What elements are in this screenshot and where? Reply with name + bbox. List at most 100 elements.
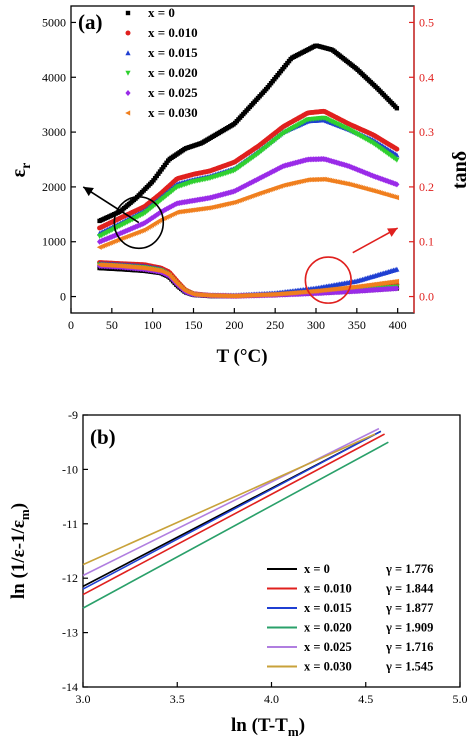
series-a-0 — [97, 43, 400, 299]
y-tick-label-left-a: 1000 — [42, 235, 66, 249]
legend-label-b: x = 0.015 — [304, 601, 352, 615]
y-axis-label-end-b: ) — [8, 503, 29, 509]
x-ticks-b: 3.0 3.5 4.0 4.5 5.0 — [76, 682, 468, 706]
x-ticks-a: 0 50 100 150 200 250 300 350 400 — [68, 308, 407, 332]
legend-label-b: x = 0.020 — [304, 621, 352, 635]
legend-gamma-b: γ = 1.909 — [385, 621, 433, 635]
legend-gamma-b: γ = 1.844 — [385, 582, 434, 596]
series-group-a — [96, 43, 400, 299]
x-tick-label-a: 350 — [348, 318, 366, 332]
panel-b: 3.0 3.5 4.0 4.5 5.0 -14 -13 -12 -11 -10 -9 x = 0 γ… — [8, 408, 468, 739]
legend-label-b: x = 0 — [304, 562, 330, 576]
y-tick-label-right-a: 0.4 — [419, 70, 434, 84]
legend-label-b: x = 0.030 — [304, 660, 352, 674]
x-tick-label-a: 100 — [144, 318, 162, 332]
series-a-4 — [96, 155, 400, 299]
y-tick-label-b: -13 — [62, 626, 78, 640]
legend-label-a: x = 0.015 — [148, 45, 198, 60]
legend-marker-a — [125, 50, 131, 56]
panel-label-a: (a) — [78, 10, 103, 34]
fit-line-b-1 — [82, 433, 385, 596]
y-tick-label-left-a: 4000 — [42, 70, 66, 84]
x-tick-label-a: 0 — [68, 318, 74, 332]
y-tick-label-left-a: 0 — [60, 290, 66, 304]
y-tick-label-b: -9 — [68, 408, 78, 422]
y-tick-label-b: -11 — [62, 517, 78, 531]
permittivity-point — [394, 146, 400, 152]
legend-label-b: x = 0.025 — [304, 640, 352, 654]
x-tick-label-b: 4.0 — [264, 692, 279, 706]
x-axis-label-end-b: ) — [299, 715, 305, 736]
y-tick-label-right-a: 0.0 — [419, 290, 434, 304]
x-tick-label-a: 50 — [106, 318, 118, 332]
legend-marker-a — [125, 90, 131, 96]
permittivity-point — [394, 195, 400, 201]
x-tick-label-b: 4.5 — [358, 692, 373, 706]
y-tick-label-left-a: 3000 — [42, 125, 66, 139]
series-group-b — [82, 427, 389, 609]
legend-b: x = 0 γ = 1.776 x = 0.010 γ = 1.844 x = 0.01… — [267, 562, 434, 674]
highlight-ellipse-tan-delta — [304, 256, 352, 304]
legend-gamma-b: γ = 1.877 — [385, 601, 433, 615]
fit-line-b-2 — [82, 430, 382, 590]
y-ticks-b: -14 -13 -12 -11 -10 -9 — [62, 408, 88, 694]
legend-gamma-b: γ = 1.716 — [385, 640, 433, 654]
tan-delta-point — [394, 278, 400, 284]
y-tick-label-right-a: 0.2 — [419, 180, 434, 194]
y-tick-label-right-a: 0.3 — [419, 125, 434, 139]
x-axis-label-a: T (°C) — [216, 346, 267, 367]
legend-marker-a — [125, 70, 131, 76]
y-tick-label-left-a: 2000 — [42, 180, 66, 194]
y-axis-label-left-sub-a: r — [19, 163, 34, 169]
highlight-ellipse-permittivity — [113, 195, 165, 250]
x-tick-label-a: 150 — [185, 318, 203, 332]
fit-line-b-4 — [82, 427, 380, 577]
x-axis-label-main-a: T ( — [216, 346, 239, 367]
legend-label-a: x = 0.020 — [148, 65, 198, 80]
legend-a: x = 0 x = 0.010 x = 0.015 x = 0.020 x = 0.02… — [125, 5, 198, 120]
x-axis-label-main-b: ln (T-T — [231, 715, 288, 736]
permittivity-point — [394, 106, 400, 111]
y-tick-label-b: -10 — [62, 462, 78, 476]
legend-marker-a — [125, 30, 131, 36]
x-tick-label-a: 200 — [225, 318, 243, 332]
x-tick-label-b: 5.0 — [453, 692, 468, 706]
x-tick-label-a: 300 — [307, 318, 325, 332]
x-tick-label-b: 3.0 — [76, 692, 91, 706]
x-axis-label-unit-a: °C) — [240, 346, 268, 367]
y-ticks-left-a: 0 1000 2000 3000 4000 5000 — [42, 15, 76, 304]
x-tick-label-b: 3.5 — [170, 692, 185, 706]
x-tick-label-a: 250 — [266, 318, 284, 332]
legend-label-b: x = 0.010 — [304, 582, 352, 596]
y-axis-label-left-a: εr — [8, 163, 34, 178]
tan-delta-point — [394, 285, 400, 292]
legend-gamma-b: γ = 1.545 — [385, 660, 433, 674]
y-axis-label-right-a: tanδ — [449, 151, 471, 189]
panel-a: 0 50 100 150 200 250 300 350 400 0 1000 2000 3000 40… — [8, 5, 471, 367]
legend-marker-a — [125, 10, 131, 16]
legend-label-a: x = 0.010 — [148, 25, 198, 40]
legend-label-a: x = 0.030 — [148, 105, 198, 120]
y-ticks-right-a: 0.0 0.1 0.2 0.3 0.4 0.5 — [409, 6, 434, 313]
tan-delta-point — [394, 266, 400, 272]
permittivity-point — [394, 157, 400, 163]
y-axis-label-sub-b: m — [17, 509, 32, 520]
x-axis-label-sub-b: m — [288, 724, 299, 739]
legend-gamma-b: γ = 1.776 — [385, 562, 433, 576]
legend-marker-a — [125, 110, 131, 116]
fit-line-b-3 — [82, 441, 389, 609]
y-tick-label-left-a: 5000 — [42, 15, 66, 29]
y-axis-label-b: ln (1/ε-1/εm) — [8, 503, 32, 599]
legend-label-a: x = 0.025 — [148, 85, 198, 100]
arrow-to-left-axis — [82, 186, 140, 224]
permittivity-point — [394, 181, 400, 188]
arrow-to-right-axis — [352, 227, 399, 254]
annotations-a — [82, 186, 399, 304]
y-axis-label-left-main-a: ε — [8, 168, 30, 177]
x-axis-label-b: ln (T-Tm) — [231, 715, 305, 739]
x-tick-label-a: 400 — [389, 318, 407, 332]
panel-label-b: (b) — [90, 425, 116, 449]
y-axis-label-main-b: ln (1/ε-1/ε — [8, 520, 29, 599]
y-tick-label-b: -14 — [62, 680, 78, 694]
